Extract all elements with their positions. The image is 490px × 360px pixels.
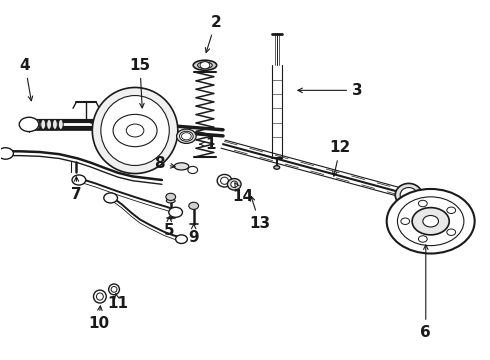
Text: 6: 6 bbox=[420, 245, 431, 340]
Text: 12: 12 bbox=[330, 140, 351, 176]
Text: 10: 10 bbox=[88, 306, 109, 331]
Ellipse shape bbox=[166, 199, 175, 203]
Text: 7: 7 bbox=[71, 177, 82, 202]
Text: 3: 3 bbox=[298, 83, 363, 98]
Text: 15: 15 bbox=[129, 58, 150, 108]
Circle shape bbox=[401, 218, 410, 225]
Ellipse shape bbox=[274, 166, 280, 169]
Ellipse shape bbox=[395, 183, 422, 207]
Ellipse shape bbox=[97, 293, 103, 300]
Ellipse shape bbox=[101, 95, 169, 166]
Circle shape bbox=[412, 208, 449, 235]
Circle shape bbox=[181, 133, 191, 140]
Text: 4: 4 bbox=[20, 58, 33, 101]
Circle shape bbox=[19, 117, 39, 132]
Ellipse shape bbox=[174, 163, 189, 170]
Text: 5: 5 bbox=[164, 217, 174, 238]
Ellipse shape bbox=[47, 120, 51, 130]
Ellipse shape bbox=[92, 87, 178, 174]
Ellipse shape bbox=[52, 120, 57, 130]
Ellipse shape bbox=[227, 179, 241, 190]
Circle shape bbox=[72, 175, 86, 185]
Circle shape bbox=[166, 193, 175, 201]
Circle shape bbox=[397, 197, 464, 246]
Ellipse shape bbox=[109, 284, 120, 295]
Circle shape bbox=[0, 148, 13, 159]
Text: 8: 8 bbox=[154, 156, 175, 171]
Ellipse shape bbox=[217, 175, 232, 187]
Circle shape bbox=[418, 236, 427, 242]
Ellipse shape bbox=[197, 62, 212, 68]
Ellipse shape bbox=[35, 120, 40, 130]
Circle shape bbox=[447, 207, 456, 213]
Ellipse shape bbox=[179, 131, 193, 141]
Ellipse shape bbox=[220, 177, 228, 184]
Text: 11: 11 bbox=[107, 293, 128, 311]
Circle shape bbox=[418, 200, 427, 207]
Ellipse shape bbox=[400, 188, 417, 203]
Circle shape bbox=[126, 124, 144, 137]
Circle shape bbox=[447, 229, 456, 235]
Circle shape bbox=[175, 235, 187, 243]
Ellipse shape bbox=[58, 120, 63, 130]
Circle shape bbox=[189, 202, 198, 210]
Ellipse shape bbox=[111, 287, 117, 292]
Circle shape bbox=[423, 216, 439, 227]
Circle shape bbox=[104, 193, 118, 203]
Ellipse shape bbox=[193, 60, 217, 70]
Circle shape bbox=[200, 62, 210, 69]
Ellipse shape bbox=[176, 129, 196, 143]
Text: 13: 13 bbox=[249, 196, 270, 230]
Circle shape bbox=[188, 166, 197, 174]
Text: 1: 1 bbox=[200, 137, 216, 152]
Ellipse shape bbox=[94, 290, 106, 303]
Text: 2: 2 bbox=[205, 15, 221, 53]
Text: 9: 9 bbox=[188, 224, 199, 245]
Circle shape bbox=[169, 207, 182, 217]
Circle shape bbox=[113, 114, 157, 147]
Ellipse shape bbox=[41, 120, 46, 130]
Text: 14: 14 bbox=[232, 183, 253, 204]
Circle shape bbox=[387, 189, 475, 253]
Ellipse shape bbox=[231, 181, 238, 188]
